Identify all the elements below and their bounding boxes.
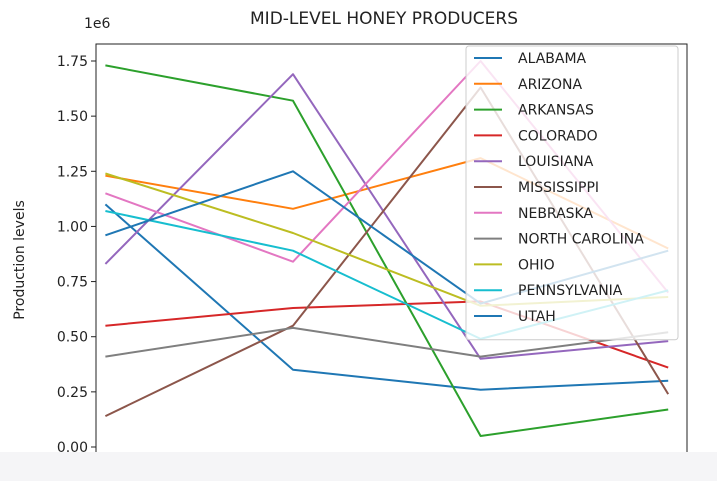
- legend-label: OHIO: [518, 257, 555, 273]
- legend-box: [465, 45, 679, 341]
- y-tick-label: 1.50: [57, 109, 88, 125]
- legend-label: MISSISSIPPI: [518, 180, 599, 196]
- y-axis: 0.000.250.500.751.001.251.501.75: [57, 54, 96, 456]
- series-line-alabama: [104, 203, 669, 391]
- legend-label: ARIZONA: [518, 77, 583, 93]
- legend-label: ALABAMA: [518, 51, 587, 67]
- y-tick-label: 1.75: [57, 54, 88, 70]
- y-tick-label: 1.25: [57, 164, 88, 180]
- bottom-band: [0, 452, 717, 481]
- y-tick-label: 0.75: [57, 275, 88, 291]
- legend-label: COLORADO: [518, 128, 598, 144]
- y-axis-label: Production levels: [12, 200, 28, 320]
- legend-label: LOUISIANA: [518, 154, 594, 170]
- y-scale-label: 1e6: [84, 16, 111, 32]
- legend-label: UTAH: [518, 309, 556, 325]
- legend-label: NEBRASKA: [518, 206, 593, 222]
- y-tick-label: 0.50: [57, 330, 88, 346]
- legend-label: ARKANSAS: [518, 103, 594, 119]
- legend-label: PENNSYLVANIA: [518, 283, 623, 299]
- chart-title: MID-LEVEL HONEY PRODUCERS: [250, 9, 518, 29]
- series-line-louisiana: [104, 73, 669, 360]
- y-tick-label: 1.00: [57, 219, 88, 235]
- series-line-north-carolina: [105, 326, 669, 358]
- y-tick-label: 0.25: [57, 385, 88, 401]
- legend-label: NORTH CAROLINA: [518, 232, 644, 248]
- legend: ALABAMA ARIZONA ARKANSAS COLORADO LOUISIANA M…: [465, 45, 679, 341]
